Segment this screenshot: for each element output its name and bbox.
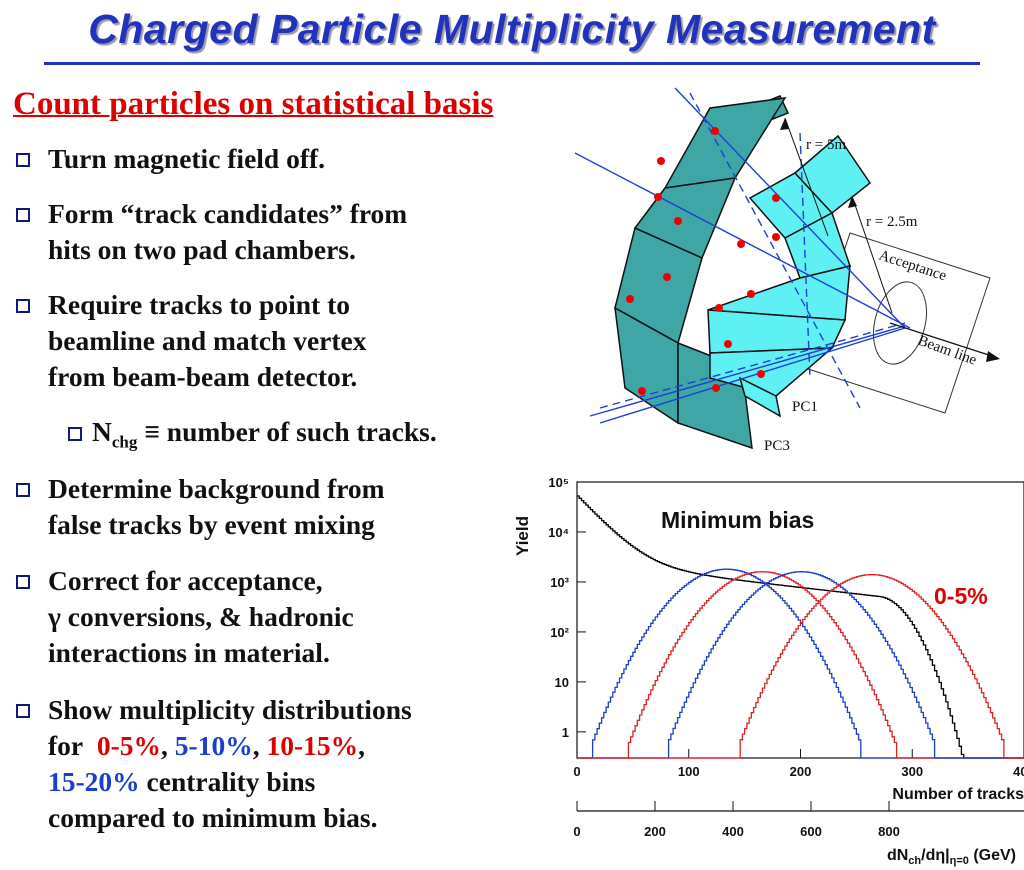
bullet-require-tracks: Require tracks to point to beamline and … <box>16 287 367 395</box>
x2-tick-label: 0 <box>573 824 580 839</box>
x2-tick-label: 200 <box>644 824 666 839</box>
bullet-show-distributions: Show multiplicity distributions for 0-5%… <box>16 692 412 836</box>
bullet-box-icon <box>16 208 30 222</box>
label-pc1: PC1 <box>792 399 818 415</box>
y-tick-label: 10⁴ <box>548 525 569 540</box>
beam-line <box>889 322 999 359</box>
multiplicity-plot: 1 10 10² 10³ 10⁴ 10⁵ 0 100 200 300 400 Yield Mini… <box>513 475 1024 867</box>
x-tick-label: 300 <box>901 764 923 779</box>
plot-series <box>577 495 1024 759</box>
x-axis-ticks: 0 100 200 300 400 <box>573 749 1024 779</box>
x-tick-label: 400 <box>1013 764 1024 779</box>
x-tick-label: 200 <box>790 764 812 779</box>
x2-axis-label: dNch/dη|η=0 (GeV) <box>887 847 1016 867</box>
subtitle: Count particles on statistical basis <box>13 86 494 122</box>
bullet-box-icon <box>16 483 30 497</box>
bullet-background: Determine background from false tracks b… <box>16 471 385 543</box>
r5-arrow-head-icon <box>780 118 789 130</box>
label-pc3: PC3 <box>764 438 790 454</box>
centrality-15-20: 15-20% <box>48 766 140 797</box>
acceptance-ellipse <box>873 281 927 365</box>
y-tick-label: 10⁵ <box>548 475 569 490</box>
y-axis-ticks: 1 10 10² 10³ 10⁴ 10⁵ <box>548 475 586 740</box>
y-axis-label: Yield <box>513 516 532 556</box>
series-line <box>577 571 1024 759</box>
centrality-10-15: 10-15% <box>266 730 359 761</box>
y-tick-label: 10 <box>555 675 569 690</box>
label-r25: r = 2.5m <box>866 214 918 230</box>
series-line <box>577 574 1024 759</box>
r5-arrow <box>784 117 829 237</box>
bullet-box-icon <box>16 575 30 589</box>
annotation-min-bias: Minimum bias <box>661 507 814 533</box>
y-tick-label: 1 <box>562 725 569 740</box>
series-line <box>577 495 1024 759</box>
bullet-box-icon <box>16 299 30 313</box>
y-tick-label: 10³ <box>550 575 569 590</box>
x-axis-label: Number of tracks <box>892 786 1024 803</box>
bullet-track-candidates: Form “track candidates” from hits on two… <box>16 196 407 268</box>
slide-title: Charged Particle Multiplicity Measuremen… <box>88 6 936 52</box>
y-tick-label: 10² <box>550 625 569 640</box>
x2-tick-label: 400 <box>722 824 744 839</box>
annotation-0-5: 0-5% <box>934 583 988 609</box>
x-tick-label: 0 <box>573 764 580 779</box>
bullet-box-icon <box>68 427 82 441</box>
label-r5: r = 5m <box>806 137 846 153</box>
beam-arrow-icon <box>986 351 1000 362</box>
r25-arrow-head-icon <box>848 196 857 208</box>
detector-diagram: r = 5m r = 2.5m Acceptance Beam line PC1… <box>574 87 1000 454</box>
sub-bullet-nchg: Nchg ≡ number of such tracks. <box>68 416 437 453</box>
hits <box>626 127 780 395</box>
bullet-box-icon <box>16 704 30 718</box>
x2-tick-label: 600 <box>800 824 822 839</box>
centrality-5-10: 5-10% <box>174 730 253 761</box>
x-tick-label: 100 <box>678 764 700 779</box>
r25-arrow <box>851 195 893 314</box>
title-underline <box>44 62 980 65</box>
pc1-chamber <box>707 134 872 418</box>
x2-tick-label: 800 <box>878 824 900 839</box>
centrality-0-5: 0-5% <box>96 730 162 761</box>
bullet-correct: Correct for acceptance, γ conversions, &… <box>16 563 354 671</box>
x2-axis-ticks: 0 200 400 600 800 <box>573 801 900 839</box>
bullet-field-off: Turn magnetic field off. <box>16 141 325 177</box>
bullet-box-icon <box>16 153 30 167</box>
